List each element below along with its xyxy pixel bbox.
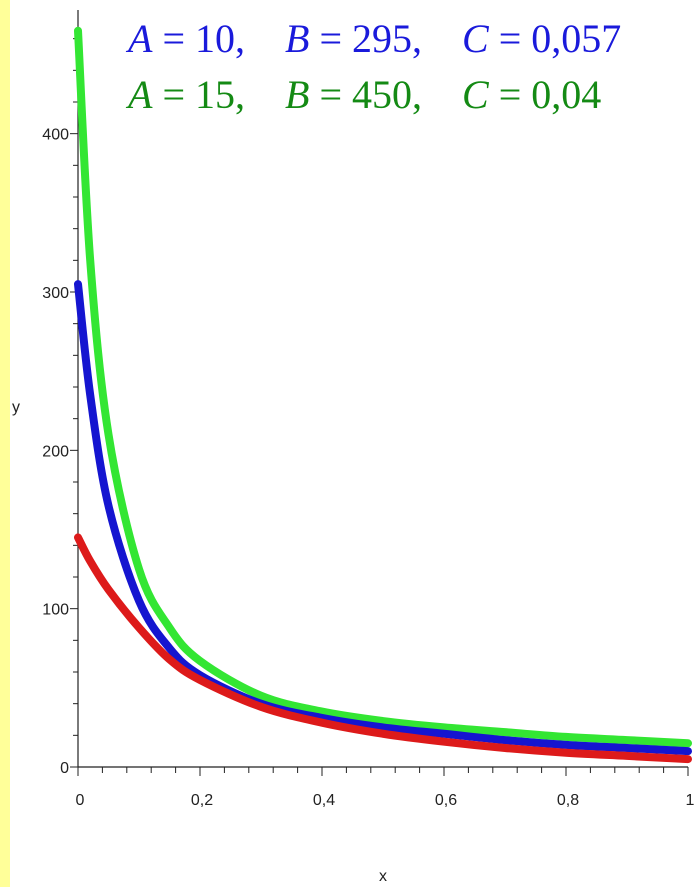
y-tick-label: 400 (42, 127, 69, 144)
x-tick-label: 1 (686, 792, 695, 809)
series-line-3 (74, 533, 692, 764)
equation-annotation-2: A = 15, B = 450, C = 0,04 (125, 72, 601, 117)
series-line-1 (74, 26, 692, 748)
equation-text: = 15, (152, 72, 285, 117)
equation-variable: C (462, 16, 490, 61)
equation-text: = 10, (152, 16, 285, 61)
equation-text: = 450, (309, 72, 462, 117)
equation-text: = 295, (309, 16, 462, 61)
equation-annotation-1: A = 10, B = 295, C = 0,057 (125, 16, 621, 61)
x-tick-label: 0 (76, 792, 85, 809)
equation-variable: A (125, 16, 153, 61)
x-tick-label: 0,4 (313, 792, 335, 809)
equation-text: = 0,057 (489, 16, 622, 61)
x-tick-label: 0,8 (557, 792, 579, 809)
equation-variable: C (462, 72, 490, 117)
x-axis-label: x (379, 868, 387, 885)
y-tick-label: 300 (42, 285, 69, 302)
series-line-2 (74, 280, 692, 756)
y-tick-label: 100 (42, 602, 69, 619)
x-tick-label: 0,6 (435, 792, 457, 809)
equation-variable: B (285, 16, 309, 61)
left-margin-strip (0, 0, 10, 887)
equation-variable: B (285, 72, 309, 117)
y-axis-label: y (12, 399, 20, 416)
y-tick-label: 0 (60, 760, 69, 777)
y-tick-label: 200 (42, 443, 69, 460)
x-tick-label: 0,2 (191, 792, 213, 809)
equation-variable: A (125, 72, 153, 117)
equation-text: = 0,04 (489, 72, 602, 117)
